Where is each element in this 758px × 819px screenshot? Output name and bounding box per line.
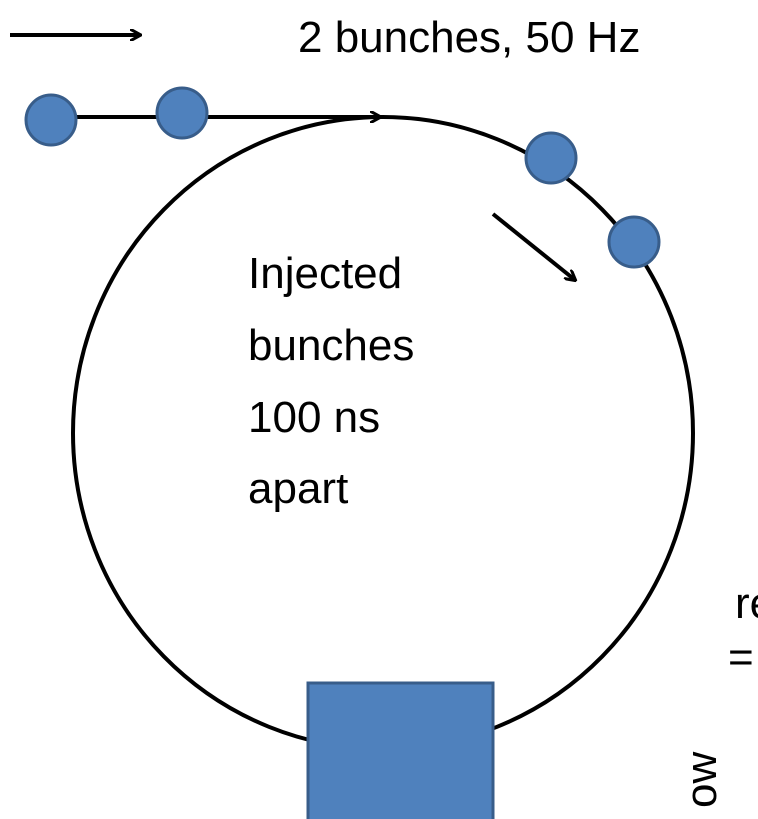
ring-label-line: apart: [248, 464, 348, 513]
legend-label: 2 bunches, 50 Hz: [298, 13, 640, 62]
bunch: [607, 215, 661, 269]
text-fragment: re: [735, 579, 758, 628]
bunch: [155, 86, 209, 140]
text-fragment: ow: [677, 752, 726, 808]
direction-arrow: [491, 212, 575, 280]
kicker-box: [306, 681, 495, 819]
bunch: [24, 93, 78, 147]
ring-label-line: 100 ns: [248, 393, 380, 442]
text-fragment: =: [728, 633, 754, 682]
bunch: [524, 131, 578, 185]
ring-label-line: Injected: [248, 249, 402, 298]
ring-label-line: bunches: [248, 321, 414, 370]
ring: [71, 115, 695, 751]
